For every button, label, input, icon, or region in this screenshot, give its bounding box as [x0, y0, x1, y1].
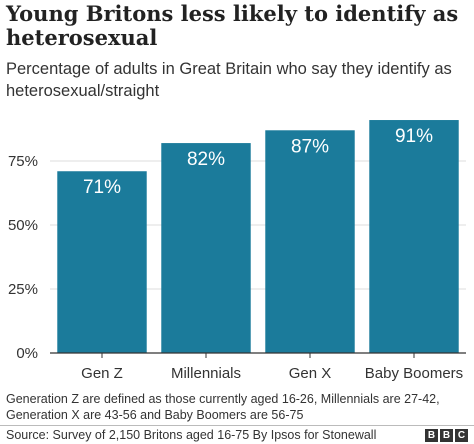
data-label: 91% [395, 126, 433, 147]
bbc-logo-letter: B [440, 429, 453, 442]
definitions-note: Generation Z are defined as those curren… [6, 392, 440, 422]
bar [265, 130, 355, 353]
bar [161, 143, 251, 353]
bar [57, 171, 147, 353]
footer-divider [0, 425, 474, 426]
chart-subtitle: Percentage of adults in Great Britain wh… [6, 60, 452, 100]
bbc-logo-letter: C [455, 429, 468, 442]
y-tick-label: 25% [8, 281, 38, 298]
bar [369, 120, 459, 353]
data-label: 71% [83, 177, 121, 198]
chart-title: Young Britons less likely to identify as… [6, 1, 459, 50]
bbc-logo: B B C [425, 429, 468, 442]
y-tick-label: 75% [8, 153, 38, 170]
x-tick-label: Gen Z [81, 365, 123, 382]
x-tick-label: Gen X [289, 365, 332, 382]
x-tick-label: Baby Boomers [365, 365, 463, 382]
source-text: Source: Survey of 2,150 Britons aged 16-… [6, 428, 377, 442]
bar-chart: 0% 25% 50% 75% 71% Gen Z 82% Millennials 87% Gen … [8, 120, 466, 382]
data-label: 82% [187, 149, 225, 170]
x-tick-label: Millennials [171, 365, 241, 382]
bbc-logo-letter: B [425, 429, 438, 442]
y-tick-label: 0% [16, 345, 38, 362]
y-tick-label: 50% [8, 217, 38, 234]
data-label: 87% [291, 136, 329, 157]
